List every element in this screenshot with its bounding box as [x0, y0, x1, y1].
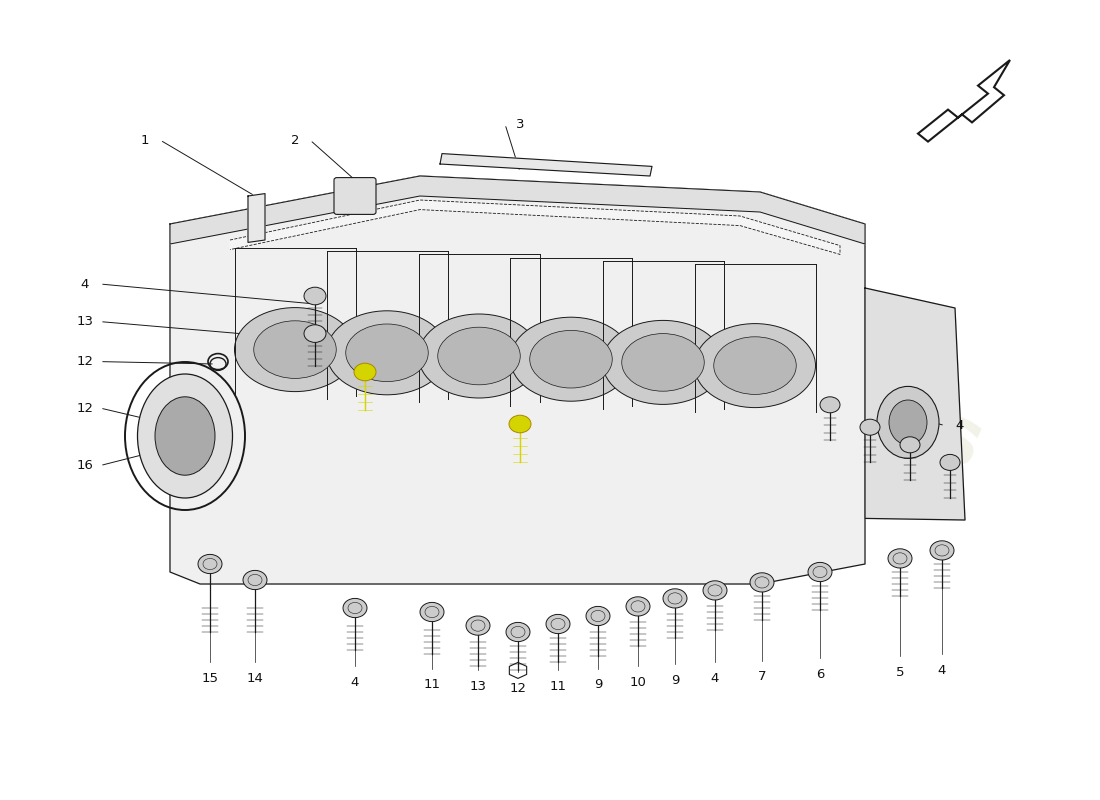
Circle shape	[506, 622, 530, 642]
Ellipse shape	[418, 314, 539, 398]
Text: 1: 1	[141, 134, 150, 146]
Ellipse shape	[345, 324, 428, 382]
Ellipse shape	[138, 374, 232, 498]
Circle shape	[243, 570, 267, 590]
Circle shape	[750, 573, 774, 592]
Circle shape	[820, 397, 840, 413]
Circle shape	[354, 363, 376, 381]
Ellipse shape	[438, 327, 520, 385]
Circle shape	[703, 581, 727, 600]
Ellipse shape	[254, 321, 337, 378]
Polygon shape	[170, 176, 865, 244]
Text: 4: 4	[80, 278, 89, 290]
Circle shape	[586, 606, 611, 626]
Text: 5: 5	[895, 666, 904, 678]
Circle shape	[546, 614, 570, 634]
Polygon shape	[440, 154, 652, 176]
Text: 3: 3	[516, 118, 525, 130]
Circle shape	[343, 598, 367, 618]
Circle shape	[900, 437, 920, 453]
Ellipse shape	[621, 334, 704, 391]
Circle shape	[808, 562, 832, 582]
Text: 13: 13	[77, 315, 94, 328]
Text: 16: 16	[77, 459, 94, 472]
Ellipse shape	[889, 400, 927, 445]
Circle shape	[198, 554, 222, 574]
Polygon shape	[230, 200, 840, 254]
Ellipse shape	[877, 386, 939, 458]
Text: 11: 11	[424, 678, 440, 691]
Ellipse shape	[530, 330, 613, 388]
Text: 12: 12	[77, 355, 94, 368]
Circle shape	[466, 616, 490, 635]
Ellipse shape	[714, 337, 796, 394]
Text: 14: 14	[246, 672, 263, 685]
Text: 12: 12	[77, 402, 94, 414]
Text: 15: 15	[201, 672, 219, 685]
Text: 12: 12	[509, 682, 527, 694]
Text: 4: 4	[938, 664, 946, 677]
Circle shape	[304, 287, 326, 305]
Polygon shape	[248, 194, 265, 242]
FancyBboxPatch shape	[334, 178, 376, 214]
Polygon shape	[170, 176, 865, 584]
Circle shape	[663, 589, 688, 608]
Circle shape	[304, 325, 326, 342]
Circle shape	[930, 541, 954, 560]
Text: 4: 4	[351, 676, 360, 689]
Ellipse shape	[510, 317, 631, 402]
Ellipse shape	[694, 323, 815, 407]
Text: a passion for parts since 1985: a passion for parts since 1985	[517, 406, 869, 522]
Ellipse shape	[327, 310, 448, 394]
Text: 11: 11	[550, 680, 566, 693]
Text: 9: 9	[671, 674, 679, 686]
Text: 9: 9	[594, 678, 602, 691]
Text: 13: 13	[470, 680, 486, 693]
Circle shape	[420, 602, 444, 622]
Polygon shape	[865, 288, 965, 520]
Circle shape	[860, 419, 880, 435]
Text: 4: 4	[711, 672, 719, 685]
Circle shape	[940, 454, 960, 470]
Circle shape	[509, 415, 531, 433]
Text: eurospares: eurospares	[500, 201, 996, 487]
Ellipse shape	[234, 307, 355, 391]
Text: 4: 4	[956, 419, 965, 432]
Ellipse shape	[155, 397, 214, 475]
Ellipse shape	[603, 320, 724, 405]
Circle shape	[626, 597, 650, 616]
Text: 2: 2	[290, 134, 299, 146]
Text: 6: 6	[816, 668, 824, 681]
Circle shape	[888, 549, 912, 568]
Text: 7: 7	[758, 670, 767, 683]
Text: 10: 10	[629, 676, 647, 689]
